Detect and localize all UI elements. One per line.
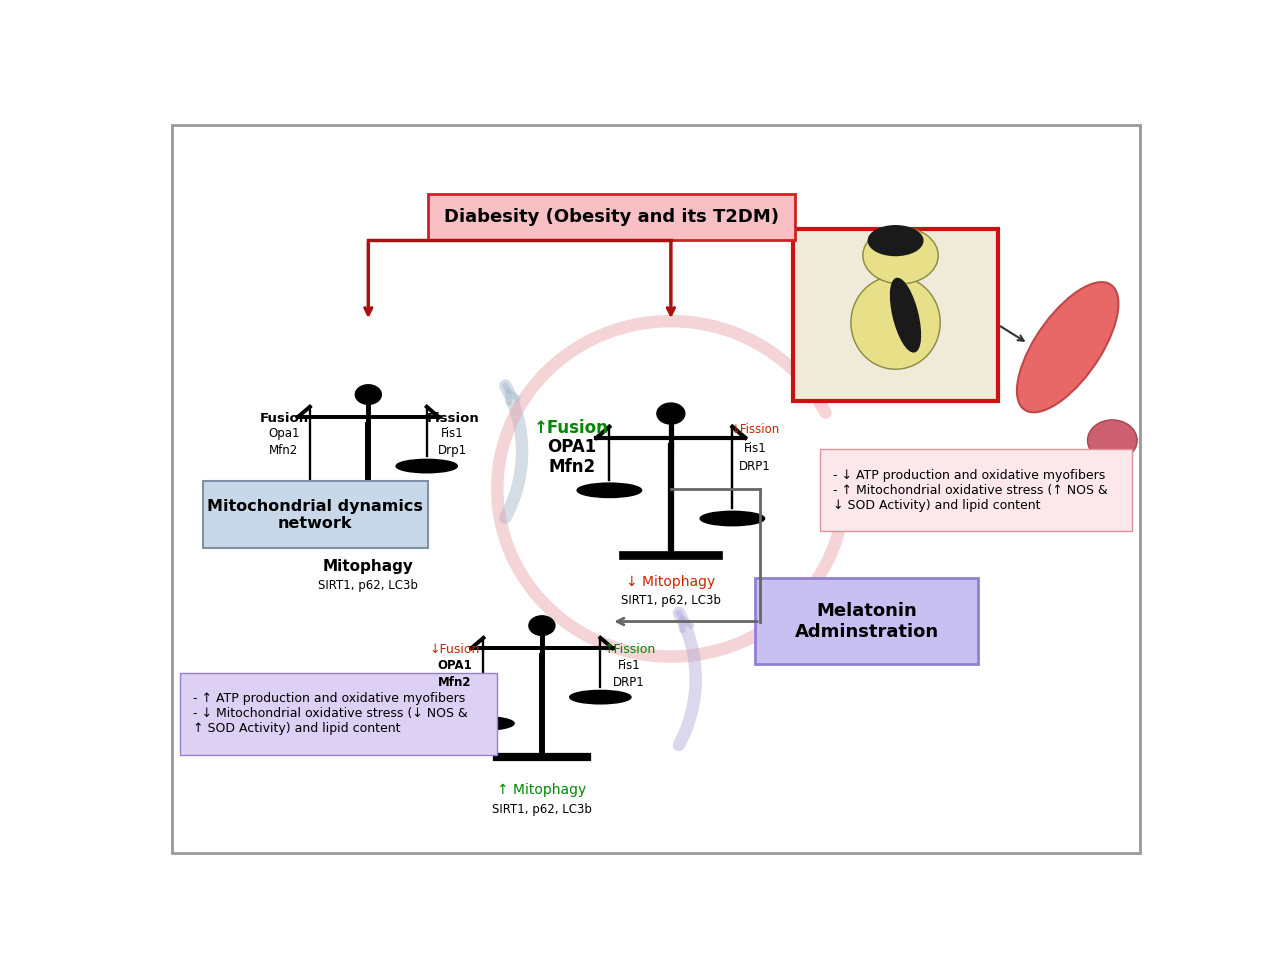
Circle shape [529, 616, 556, 635]
Text: Mitophagy: Mitophagy [323, 559, 413, 574]
Circle shape [356, 384, 381, 405]
Text: DRP1: DRP1 [613, 677, 645, 689]
Text: - ↑ ATP production and oxidative myofibers
- ↓ Mitochondrial oxidative stress (↓: - ↑ ATP production and oxidative myofibe… [193, 692, 467, 736]
FancyBboxPatch shape [819, 449, 1132, 531]
Text: ↑ Mitophagy: ↑ Mitophagy [498, 783, 586, 798]
Ellipse shape [577, 483, 641, 498]
Text: Mitochondrial dynamics
network: Mitochondrial dynamics network [207, 499, 424, 531]
FancyBboxPatch shape [202, 481, 428, 549]
Text: ↑Fission: ↑Fission [603, 643, 655, 655]
Text: - ↓ ATP production and oxidative myofibers
- ↑ Mitochondrial oxidative stress (↑: - ↓ ATP production and oxidative myofibe… [832, 469, 1107, 512]
Ellipse shape [700, 511, 764, 526]
Text: ↓ Mitophagy: ↓ Mitophagy [626, 575, 716, 589]
Text: DRP1: DRP1 [740, 460, 771, 473]
Ellipse shape [453, 716, 515, 730]
Ellipse shape [868, 226, 923, 256]
Text: Diabesity (Obesity and its T2DM): Diabesity (Obesity and its T2DM) [444, 208, 778, 226]
Circle shape [657, 403, 685, 424]
FancyBboxPatch shape [792, 229, 998, 401]
Text: ↑Fusion: ↑Fusion [534, 419, 609, 437]
Text: Mfn2: Mfn2 [269, 443, 298, 457]
Text: OPA1: OPA1 [547, 438, 596, 456]
Ellipse shape [570, 690, 631, 704]
Text: SIRT1, p62, LC3b: SIRT1, p62, LC3b [319, 580, 419, 592]
Ellipse shape [851, 276, 941, 369]
FancyBboxPatch shape [428, 194, 795, 240]
Text: Fission: Fission [426, 411, 479, 425]
Text: Fis1: Fis1 [744, 441, 767, 455]
Text: Drp1: Drp1 [438, 443, 467, 457]
FancyBboxPatch shape [179, 673, 498, 755]
Ellipse shape [396, 460, 457, 472]
Ellipse shape [279, 486, 340, 499]
FancyBboxPatch shape [172, 125, 1140, 853]
Text: Fis1: Fis1 [618, 659, 640, 672]
Ellipse shape [891, 279, 920, 352]
Text: Mfn2: Mfn2 [548, 458, 595, 475]
FancyBboxPatch shape [755, 578, 978, 664]
Text: Fusion: Fusion [260, 411, 308, 425]
Text: Fis1: Fis1 [442, 427, 465, 439]
Text: Opa1: Opa1 [269, 427, 300, 439]
Text: SIRT1, p62, LC3b: SIRT1, p62, LC3b [492, 803, 591, 816]
Text: Mfn2: Mfn2 [438, 677, 471, 689]
Text: Melatonin
Adminstration: Melatonin Adminstration [795, 602, 938, 641]
Circle shape [863, 227, 938, 284]
Ellipse shape [1016, 282, 1119, 412]
Ellipse shape [1088, 420, 1137, 461]
Text: OPA1: OPA1 [438, 659, 472, 672]
Text: ↓Fusion: ↓Fusion [429, 643, 480, 655]
Text: ↓Fission: ↓Fission [731, 423, 780, 436]
Text: SIRT1, p62, LC3b: SIRT1, p62, LC3b [621, 594, 721, 607]
